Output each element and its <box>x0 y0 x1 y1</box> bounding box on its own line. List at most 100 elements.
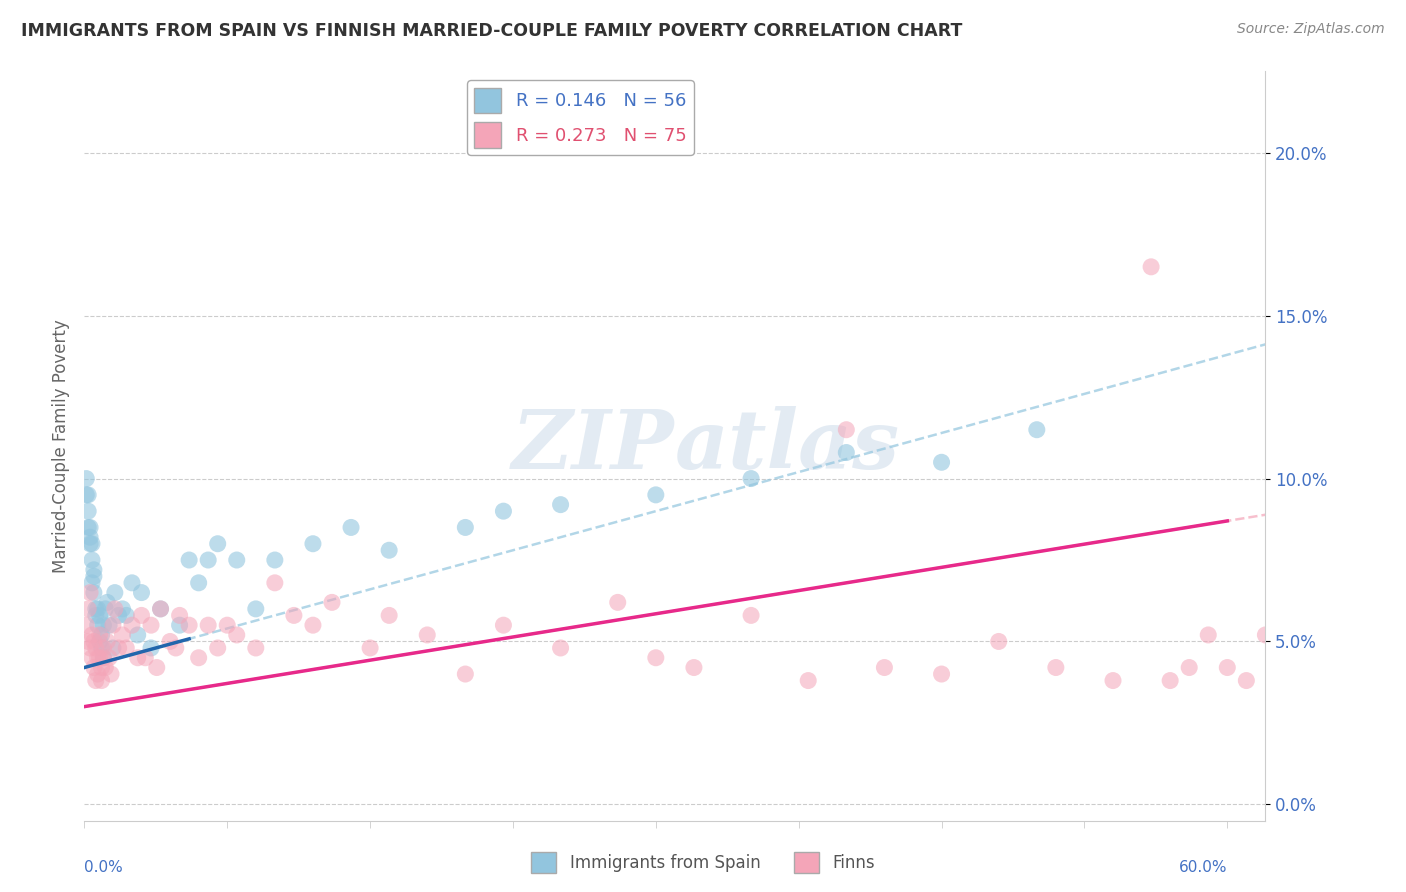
Point <box>1045 660 1067 674</box>
Point <box>550 498 572 512</box>
Point <box>77 504 100 518</box>
Point <box>139 640 162 655</box>
Point <box>1234 673 1257 688</box>
Point <box>83 585 105 599</box>
Text: ZIP: ZIP <box>512 406 675 486</box>
Point <box>835 445 858 459</box>
Text: Source: ZipAtlas.com: Source: ZipAtlas.com <box>1237 22 1385 37</box>
Point <box>115 608 138 623</box>
Y-axis label: Married-Couple Family Poverty: Married-Couple Family Poverty <box>52 319 70 573</box>
Point <box>83 563 105 577</box>
Point <box>134 650 156 665</box>
Point <box>302 618 325 632</box>
Point <box>340 520 363 534</box>
Point <box>86 618 108 632</box>
Point <box>169 608 191 623</box>
Point <box>931 455 953 469</box>
Point <box>550 640 572 655</box>
Point <box>101 640 124 655</box>
Point <box>873 660 896 674</box>
Point <box>283 608 305 623</box>
Point <box>104 602 127 616</box>
Point <box>77 602 100 616</box>
Point <box>121 618 143 632</box>
Point <box>84 608 107 623</box>
Point <box>80 537 103 551</box>
Point <box>1102 673 1125 688</box>
Point <box>606 595 628 609</box>
Point <box>83 660 105 674</box>
Point <box>740 608 762 623</box>
Point <box>1140 260 1163 274</box>
Point <box>225 628 247 642</box>
Point <box>80 650 103 665</box>
Point <box>359 640 381 655</box>
Point <box>79 530 101 544</box>
Point <box>454 667 477 681</box>
Point <box>1197 628 1219 642</box>
Point <box>90 628 112 642</box>
Point <box>77 488 100 502</box>
Point <box>86 667 108 681</box>
Point <box>79 640 101 655</box>
Point <box>89 608 111 623</box>
Point <box>93 650 115 665</box>
Point <box>93 640 115 655</box>
Point <box>187 575 209 590</box>
Point <box>89 650 111 665</box>
Point <box>145 660 167 674</box>
Point <box>89 628 111 642</box>
Point <box>207 537 229 551</box>
Point <box>93 618 115 632</box>
Point <box>159 634 181 648</box>
Point <box>131 585 153 599</box>
Point <box>492 618 515 632</box>
Point <box>111 628 134 642</box>
Point <box>101 618 124 632</box>
Point <box>77 520 100 534</box>
Point <box>96 634 118 648</box>
Point <box>131 608 153 623</box>
Point <box>416 628 439 642</box>
Point <box>107 640 129 655</box>
Text: IMMIGRANTS FROM SPAIN VS FINNISH MARRIED-COUPLE FAMILY POVERTY CORRELATION CHART: IMMIGRANTS FROM SPAIN VS FINNISH MARRIED… <box>21 22 963 40</box>
Point <box>83 634 105 648</box>
Point <box>245 640 267 655</box>
Point <box>263 575 285 590</box>
Point <box>98 650 121 665</box>
Point <box>454 520 477 534</box>
Point <box>1274 650 1296 665</box>
Point <box>197 618 219 632</box>
Text: 0.0%: 0.0% <box>84 860 124 875</box>
Point <box>1025 423 1047 437</box>
Point <box>378 543 401 558</box>
Point <box>321 595 343 609</box>
Point <box>149 602 172 616</box>
Point <box>98 618 121 632</box>
Point <box>245 602 267 616</box>
Point <box>89 634 111 648</box>
Point <box>75 472 97 486</box>
Point <box>79 585 101 599</box>
Point <box>86 602 108 616</box>
Legend: Immigrants from Spain, Finns: Immigrants from Spain, Finns <box>524 846 882 880</box>
Point <box>127 650 149 665</box>
Point <box>797 673 820 688</box>
Point <box>84 673 107 688</box>
Point <box>79 520 101 534</box>
Point <box>179 553 201 567</box>
Point <box>83 569 105 583</box>
Point <box>1292 660 1315 674</box>
Point <box>90 640 112 655</box>
Point <box>835 423 858 437</box>
Point <box>93 650 115 665</box>
Point <box>104 585 127 599</box>
Point <box>165 640 187 655</box>
Point <box>1216 660 1239 674</box>
Point <box>1254 628 1277 642</box>
Point <box>90 673 112 688</box>
Text: 60.0%: 60.0% <box>1178 860 1227 875</box>
Point <box>115 640 138 655</box>
Point <box>111 602 134 616</box>
Text: atlas: atlas <box>675 406 900 486</box>
